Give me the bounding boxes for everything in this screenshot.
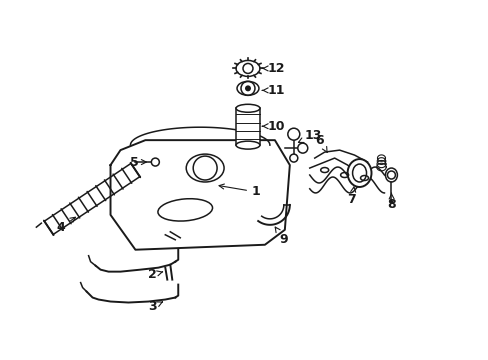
Ellipse shape bbox=[237, 81, 259, 95]
Ellipse shape bbox=[236, 104, 260, 112]
Text: 2: 2 bbox=[148, 268, 163, 281]
Ellipse shape bbox=[236, 60, 260, 76]
Circle shape bbox=[388, 200, 393, 204]
Circle shape bbox=[244, 85, 250, 91]
Text: 11: 11 bbox=[262, 84, 285, 97]
Circle shape bbox=[297, 143, 307, 153]
Circle shape bbox=[287, 128, 299, 140]
Text: 3: 3 bbox=[148, 300, 162, 313]
Text: 5: 5 bbox=[130, 156, 146, 168]
Text: 1: 1 bbox=[219, 184, 260, 198]
Text: 7: 7 bbox=[347, 187, 356, 206]
Text: 12: 12 bbox=[262, 62, 285, 75]
Text: 9: 9 bbox=[275, 227, 288, 246]
Ellipse shape bbox=[236, 141, 260, 149]
Ellipse shape bbox=[347, 159, 371, 187]
Circle shape bbox=[151, 158, 159, 166]
Text: 13: 13 bbox=[298, 129, 322, 143]
Polygon shape bbox=[110, 140, 289, 250]
Ellipse shape bbox=[385, 168, 397, 182]
Text: 10: 10 bbox=[262, 120, 285, 133]
Text: 8: 8 bbox=[386, 193, 395, 211]
Text: 4: 4 bbox=[57, 217, 75, 234]
Circle shape bbox=[289, 154, 297, 162]
Bar bbox=[236, 108, 260, 145]
Text: 6: 6 bbox=[315, 134, 326, 152]
